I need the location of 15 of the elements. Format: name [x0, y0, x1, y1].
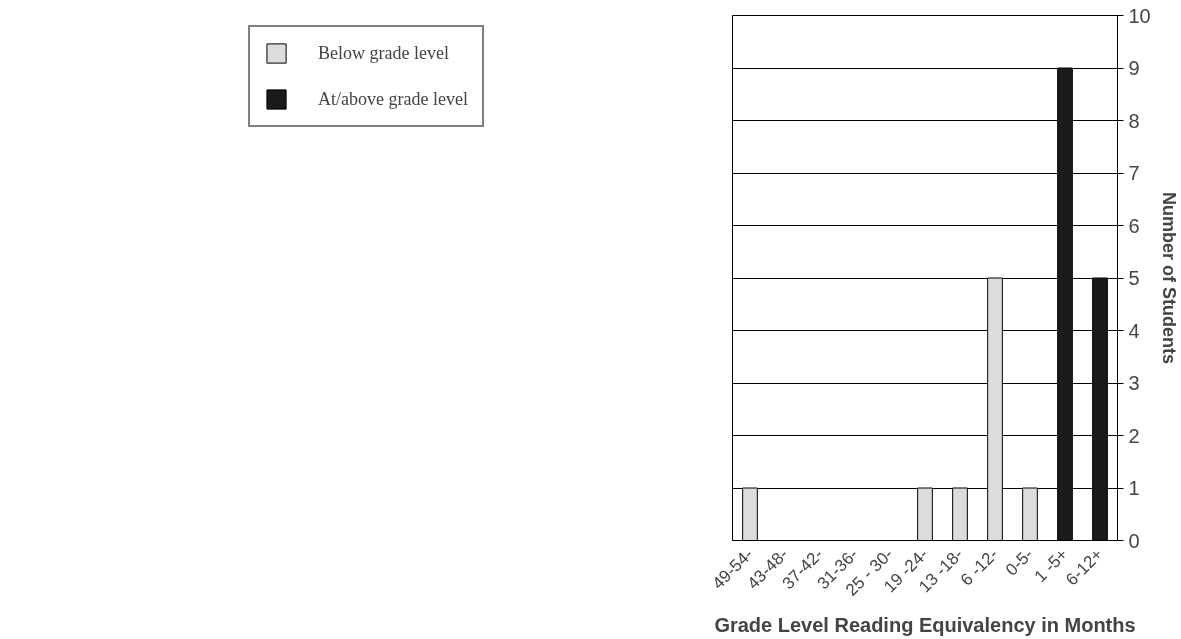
- x-axis-title: Grade Level Reading Equivalency in Months: [714, 614, 1136, 637]
- y-tick-label: 3: [1128, 372, 1140, 394]
- y-tick-label: 4: [1128, 319, 1140, 342]
- legend-label: At/above grade level: [318, 88, 468, 110]
- legend-label: Below grade level: [318, 42, 449, 64]
- y-tick-label: 5: [1128, 267, 1140, 289]
- y-axis-title: Number of Students: [1158, 192, 1179, 365]
- y-tick-label: 10: [1128, 4, 1151, 27]
- y-tick-label: 2: [1128, 424, 1140, 447]
- y-tick-label: 1: [1128, 477, 1140, 499]
- y-tick-label: 9: [1128, 57, 1140, 79]
- y-tick-label: 7: [1128, 162, 1140, 184]
- y-tick-label: 6: [1128, 214, 1140, 237]
- y-tick-label: 0: [1128, 529, 1140, 552]
- y-tick-label: 8: [1128, 109, 1140, 132]
